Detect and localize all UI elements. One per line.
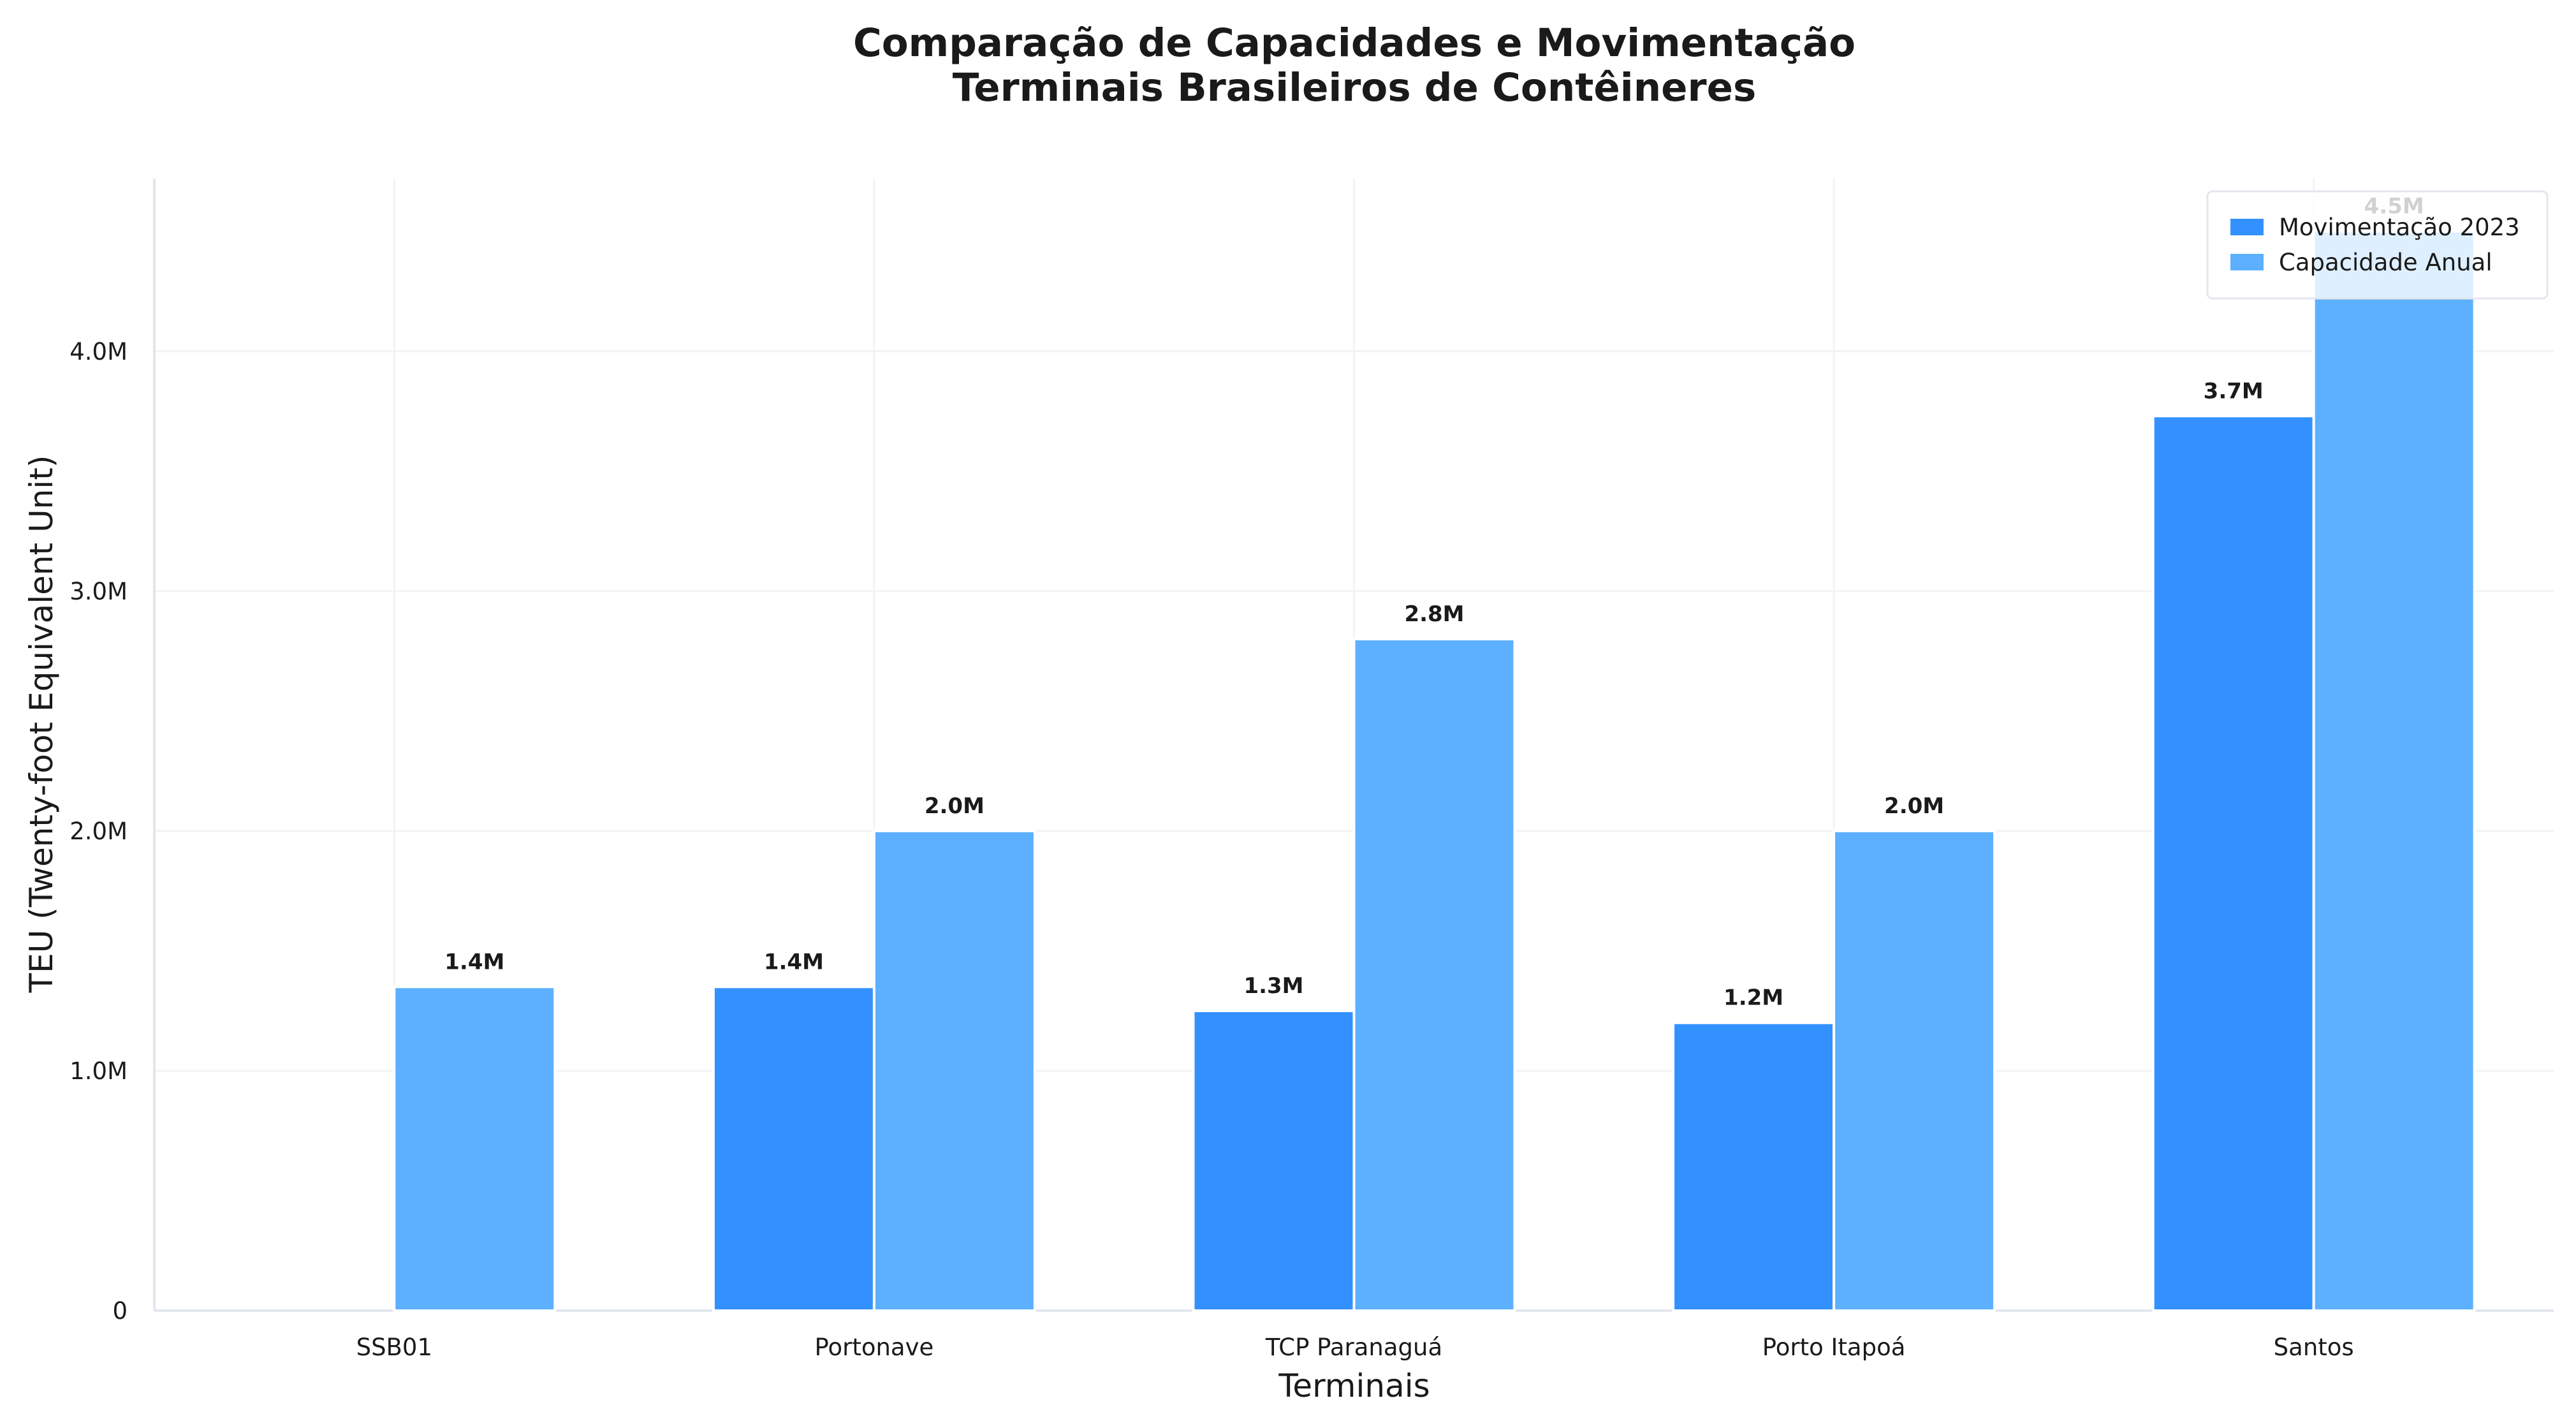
bar-value-label: 2.8M	[1404, 601, 1464, 627]
bar-capacidade	[393, 985, 557, 1313]
bar-value-label: 1.4M	[444, 949, 504, 975]
legend-box	[2206, 190, 2549, 300]
bars	[393, 230, 2476, 1313]
chart-title-line-2: Terminais Brasileiros de Contêineres	[953, 65, 1757, 110]
bar-movimentacao	[1672, 1021, 1836, 1312]
legend-entry-label: Movimentação 2023	[2279, 214, 2520, 241]
bar-capacidade	[1352, 638, 1516, 1312]
legend-swatch	[2230, 219, 2264, 235]
bar-movimentacao	[1192, 1009, 1356, 1313]
bar-value-label: 1.2M	[1723, 985, 1783, 1011]
bar-movimentacao	[712, 985, 875, 1313]
bar-capacidade	[1833, 829, 1996, 1312]
y-tick-label: 3.0M	[70, 578, 128, 605]
x-tick-label: Portonave	[815, 1334, 934, 1361]
bar-value-label: 1.3M	[1243, 973, 1303, 999]
y-tick-label: 4.0M	[70, 338, 128, 365]
x-tick-label: TCP Paranaguá	[1265, 1334, 1442, 1361]
chart-title-line-1: Comparação de Capacidades e Movimentação	[853, 20, 1855, 66]
legend-swatch	[2230, 254, 2264, 270]
bar-value-label: 3.7M	[2204, 378, 2264, 404]
bar-movimentacao	[2151, 415, 2315, 1312]
bar-value-label: 1.4M	[764, 949, 824, 975]
bar-value-label: 2.0M	[1884, 793, 1944, 819]
x-tick-label: SSB01	[356, 1334, 432, 1361]
y-tick-label: 1.0M	[70, 1057, 128, 1085]
x-axis-label: Terminais	[1278, 1367, 1430, 1404]
legend: Movimentação 2023 Capacidade Anual	[2206, 190, 2549, 300]
bar-capacidade	[872, 829, 1036, 1312]
y-tick-label: 2.0M	[70, 818, 128, 845]
chart-title: Comparação de Capacidades e Movimentação…	[853, 20, 1855, 110]
y-axis-label: TEU (Twenty-foot Equivalent Unit)	[23, 455, 60, 994]
bar-capacidade	[2312, 230, 2476, 1313]
x-tick-label: Porto Itapoá	[1762, 1334, 1906, 1361]
bar-value-label: 2.0M	[925, 793, 984, 819]
y-tick-label: 0	[112, 1297, 128, 1325]
x-tick-label: Santos	[2274, 1334, 2354, 1361]
legend-entry-label: Capacidade Anual	[2279, 249, 2492, 276]
